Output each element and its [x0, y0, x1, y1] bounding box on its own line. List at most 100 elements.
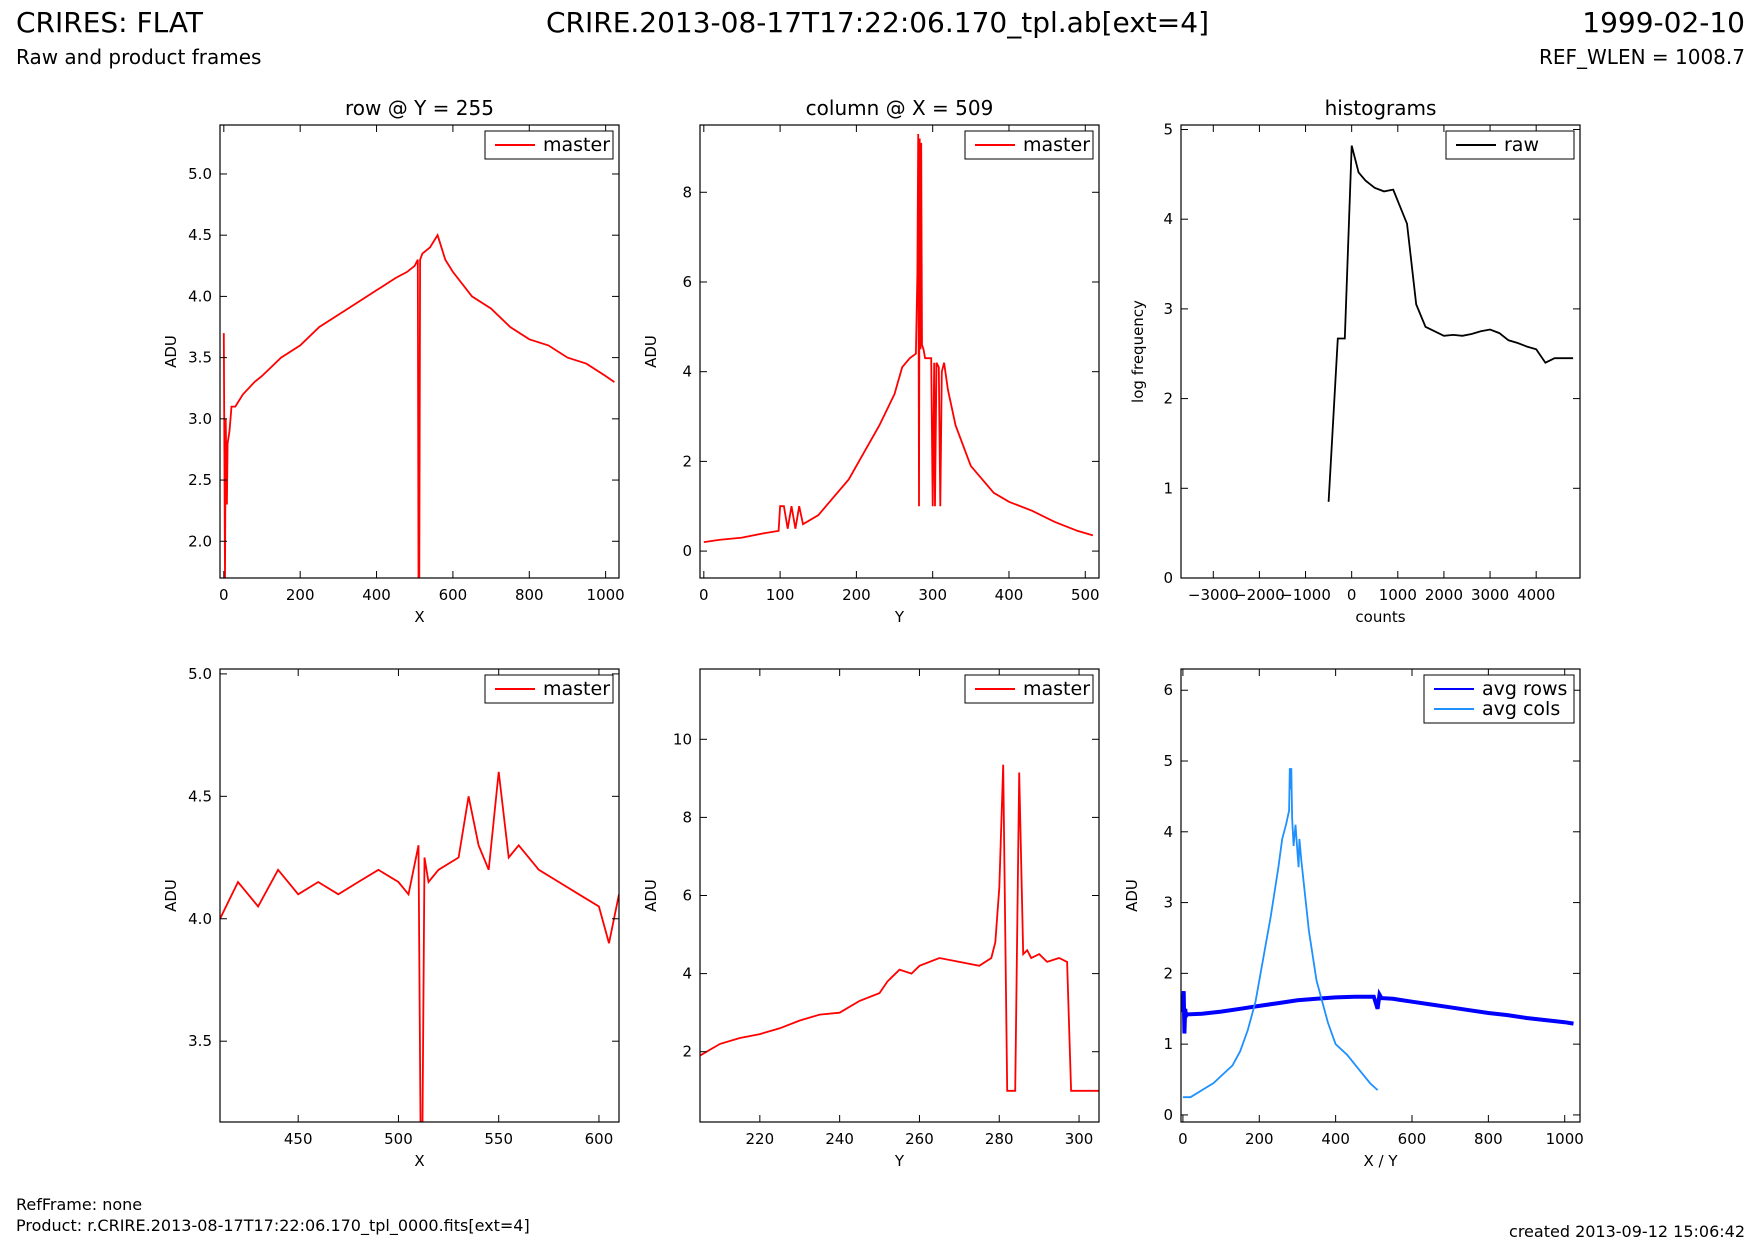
y-tick-label: 6 [1163, 681, 1173, 699]
refframe-label: RefFrame: none [16, 1195, 143, 1214]
y-tick-label: 8 [682, 808, 692, 826]
x-axis-label: X / Y [1363, 1152, 1398, 1170]
series-raw [1327, 145, 1574, 502]
chart-averages: 0 200 400 600 800 1000 0 1 2 3 4 5 6 X / Y ADU avg rows… [1123, 668, 1584, 1170]
x-tick-label: 600 [1398, 1130, 1427, 1148]
x-axis-label: X [414, 1152, 424, 1170]
y-tick-label: 5 [1163, 752, 1173, 770]
legend-label: master [1023, 678, 1090, 700]
legend: master [484, 130, 614, 160]
y-tick-label: 8 [682, 183, 692, 201]
x-tick-label: 300 [918, 586, 947, 604]
x-tick-label: 280 [985, 1130, 1014, 1148]
x-tick-label: 4000 [1517, 586, 1555, 604]
y-tick-label: 5.0 [188, 165, 212, 183]
plot-frame [1180, 124, 1581, 579]
plot-frame [219, 124, 620, 579]
x-tick-label: 2000 [1425, 586, 1463, 604]
series-master [222, 233, 615, 578]
x-tick-label: 450 [284, 1130, 313, 1148]
x-tick-label: 0 [1178, 1130, 1188, 1148]
y-tick-label: 6 [682, 887, 692, 905]
series-master [700, 764, 1099, 1092]
x-tick-label: 1000 [1379, 586, 1417, 604]
plot-frame [1180, 668, 1581, 1123]
x-tick-label: 1000 [1546, 1130, 1584, 1148]
y-tick-label: 6 [682, 273, 692, 291]
y-tick-label: 4.0 [188, 287, 212, 305]
instrument-title: CRIRES: FLAT [16, 6, 203, 39]
x-tick-label: 200 [1245, 1130, 1274, 1148]
y-axis-label: log frequency [1129, 300, 1147, 403]
y-tick-label: 4 [1163, 823, 1173, 841]
y-tick-label: 0 [1163, 569, 1173, 587]
legend: master [964, 674, 1094, 704]
y-tick-label: 4.5 [188, 787, 212, 805]
x-tick-label: 600 [439, 586, 468, 604]
y-tick-label: 10 [673, 730, 692, 748]
y-axis-label: ADU [162, 335, 180, 368]
legend-label: avg cols [1482, 698, 1560, 720]
y-axis-label: ADU [1123, 879, 1141, 912]
y-tick-label: 2 [1163, 390, 1173, 408]
x-tick-label: 800 [1474, 1130, 1503, 1148]
x-tick-label: 600 [585, 1130, 614, 1148]
legend-label: master [1023, 134, 1090, 156]
y-axis-label: ADU [162, 879, 180, 912]
x-tick-label: 400 [362, 586, 391, 604]
y-tick-label: 1 [1163, 479, 1173, 497]
x-tick-label: 500 [384, 1130, 413, 1148]
legend-label: avg rows [1482, 678, 1567, 700]
y-tick-label: 4 [682, 363, 692, 381]
ref-wlen-label: REF_WLEN = 1008.7 [1538, 45, 1745, 69]
y-tick-label: 3 [1163, 894, 1173, 912]
chart-column: 0 100 200 300 400 500 0 2 4 6 8 Y ADU column @ X = 50… [642, 96, 1100, 626]
y-tick-label: 2 [682, 452, 692, 470]
y-tick-label: 3.0 [188, 410, 212, 428]
y-tick-label: 5 [1163, 120, 1173, 138]
chart-title: row @ Y = 255 [345, 96, 494, 120]
x-tick-label: 200 [286, 586, 315, 604]
y-tick-label: 2.0 [188, 532, 212, 550]
chart-row-zoom: 450 500 550 600 3.5 4.0 4.5 5.0 X ADU master [162, 665, 620, 1170]
y-tick-label: 3 [1163, 300, 1173, 318]
legend-label: master [543, 134, 610, 156]
product-label: Product: r.CRIRE.2013-08-17T17:22:06.170… [16, 1216, 530, 1235]
y-tick-label: 3.5 [188, 349, 212, 367]
y-tick-label: 0 [682, 542, 692, 560]
x-tick-label: 800 [515, 586, 544, 604]
chart-histograms: −3000−2000−1000 0 1000 2000 3000 4000 0 1 2 3 4 5 co… [1129, 96, 1581, 626]
x-axis-label: X [414, 608, 424, 626]
series-master [703, 133, 1094, 543]
x-tick-label: 3000 [1471, 586, 1509, 604]
created-label: created 2013-09-12 15:06:42 [1509, 1222, 1745, 1241]
plot-frame [219, 668, 620, 1123]
x-tick-label: 300 [1065, 1130, 1094, 1148]
y-tick-label: 2.5 [188, 471, 212, 489]
y-axis-label: ADU [642, 879, 660, 912]
x-axis-label: Y [894, 1152, 905, 1170]
legend: master [484, 674, 614, 704]
x-tick-label: 220 [746, 1130, 775, 1148]
y-tick-label: 4 [1163, 210, 1173, 228]
legend: master [964, 130, 1094, 160]
x-tick-label: −1000 [1280, 586, 1331, 604]
legend: raw [1445, 130, 1575, 160]
plot-frame [699, 668, 1100, 1123]
page-title: CRIRE.2013-08-17T17:22:06.170_tpl.ab[ext… [545, 6, 1209, 39]
x-axis-label: Y [894, 608, 905, 626]
series-avg-cols [1182, 768, 1379, 1099]
y-tick-label: 4.5 [188, 226, 212, 244]
x-tick-label: 0 [1347, 586, 1357, 604]
series-master [220, 771, 619, 1122]
chart-row: 0 200 400 600 800 1000 2.0 2.5 3.0 3.5 4.0 4.5 5.0 X A… [162, 96, 625, 626]
x-tick-label: 0 [219, 586, 229, 604]
date-label: 1999-02-10 [1582, 6, 1745, 39]
x-tick-label: 550 [484, 1130, 513, 1148]
y-axis-label: ADU [642, 335, 660, 368]
x-tick-label: 200 [842, 586, 871, 604]
y-tick-label: 3.5 [188, 1032, 212, 1050]
legend-box [1423, 674, 1575, 724]
x-tick-label: −2000 [1234, 586, 1285, 604]
